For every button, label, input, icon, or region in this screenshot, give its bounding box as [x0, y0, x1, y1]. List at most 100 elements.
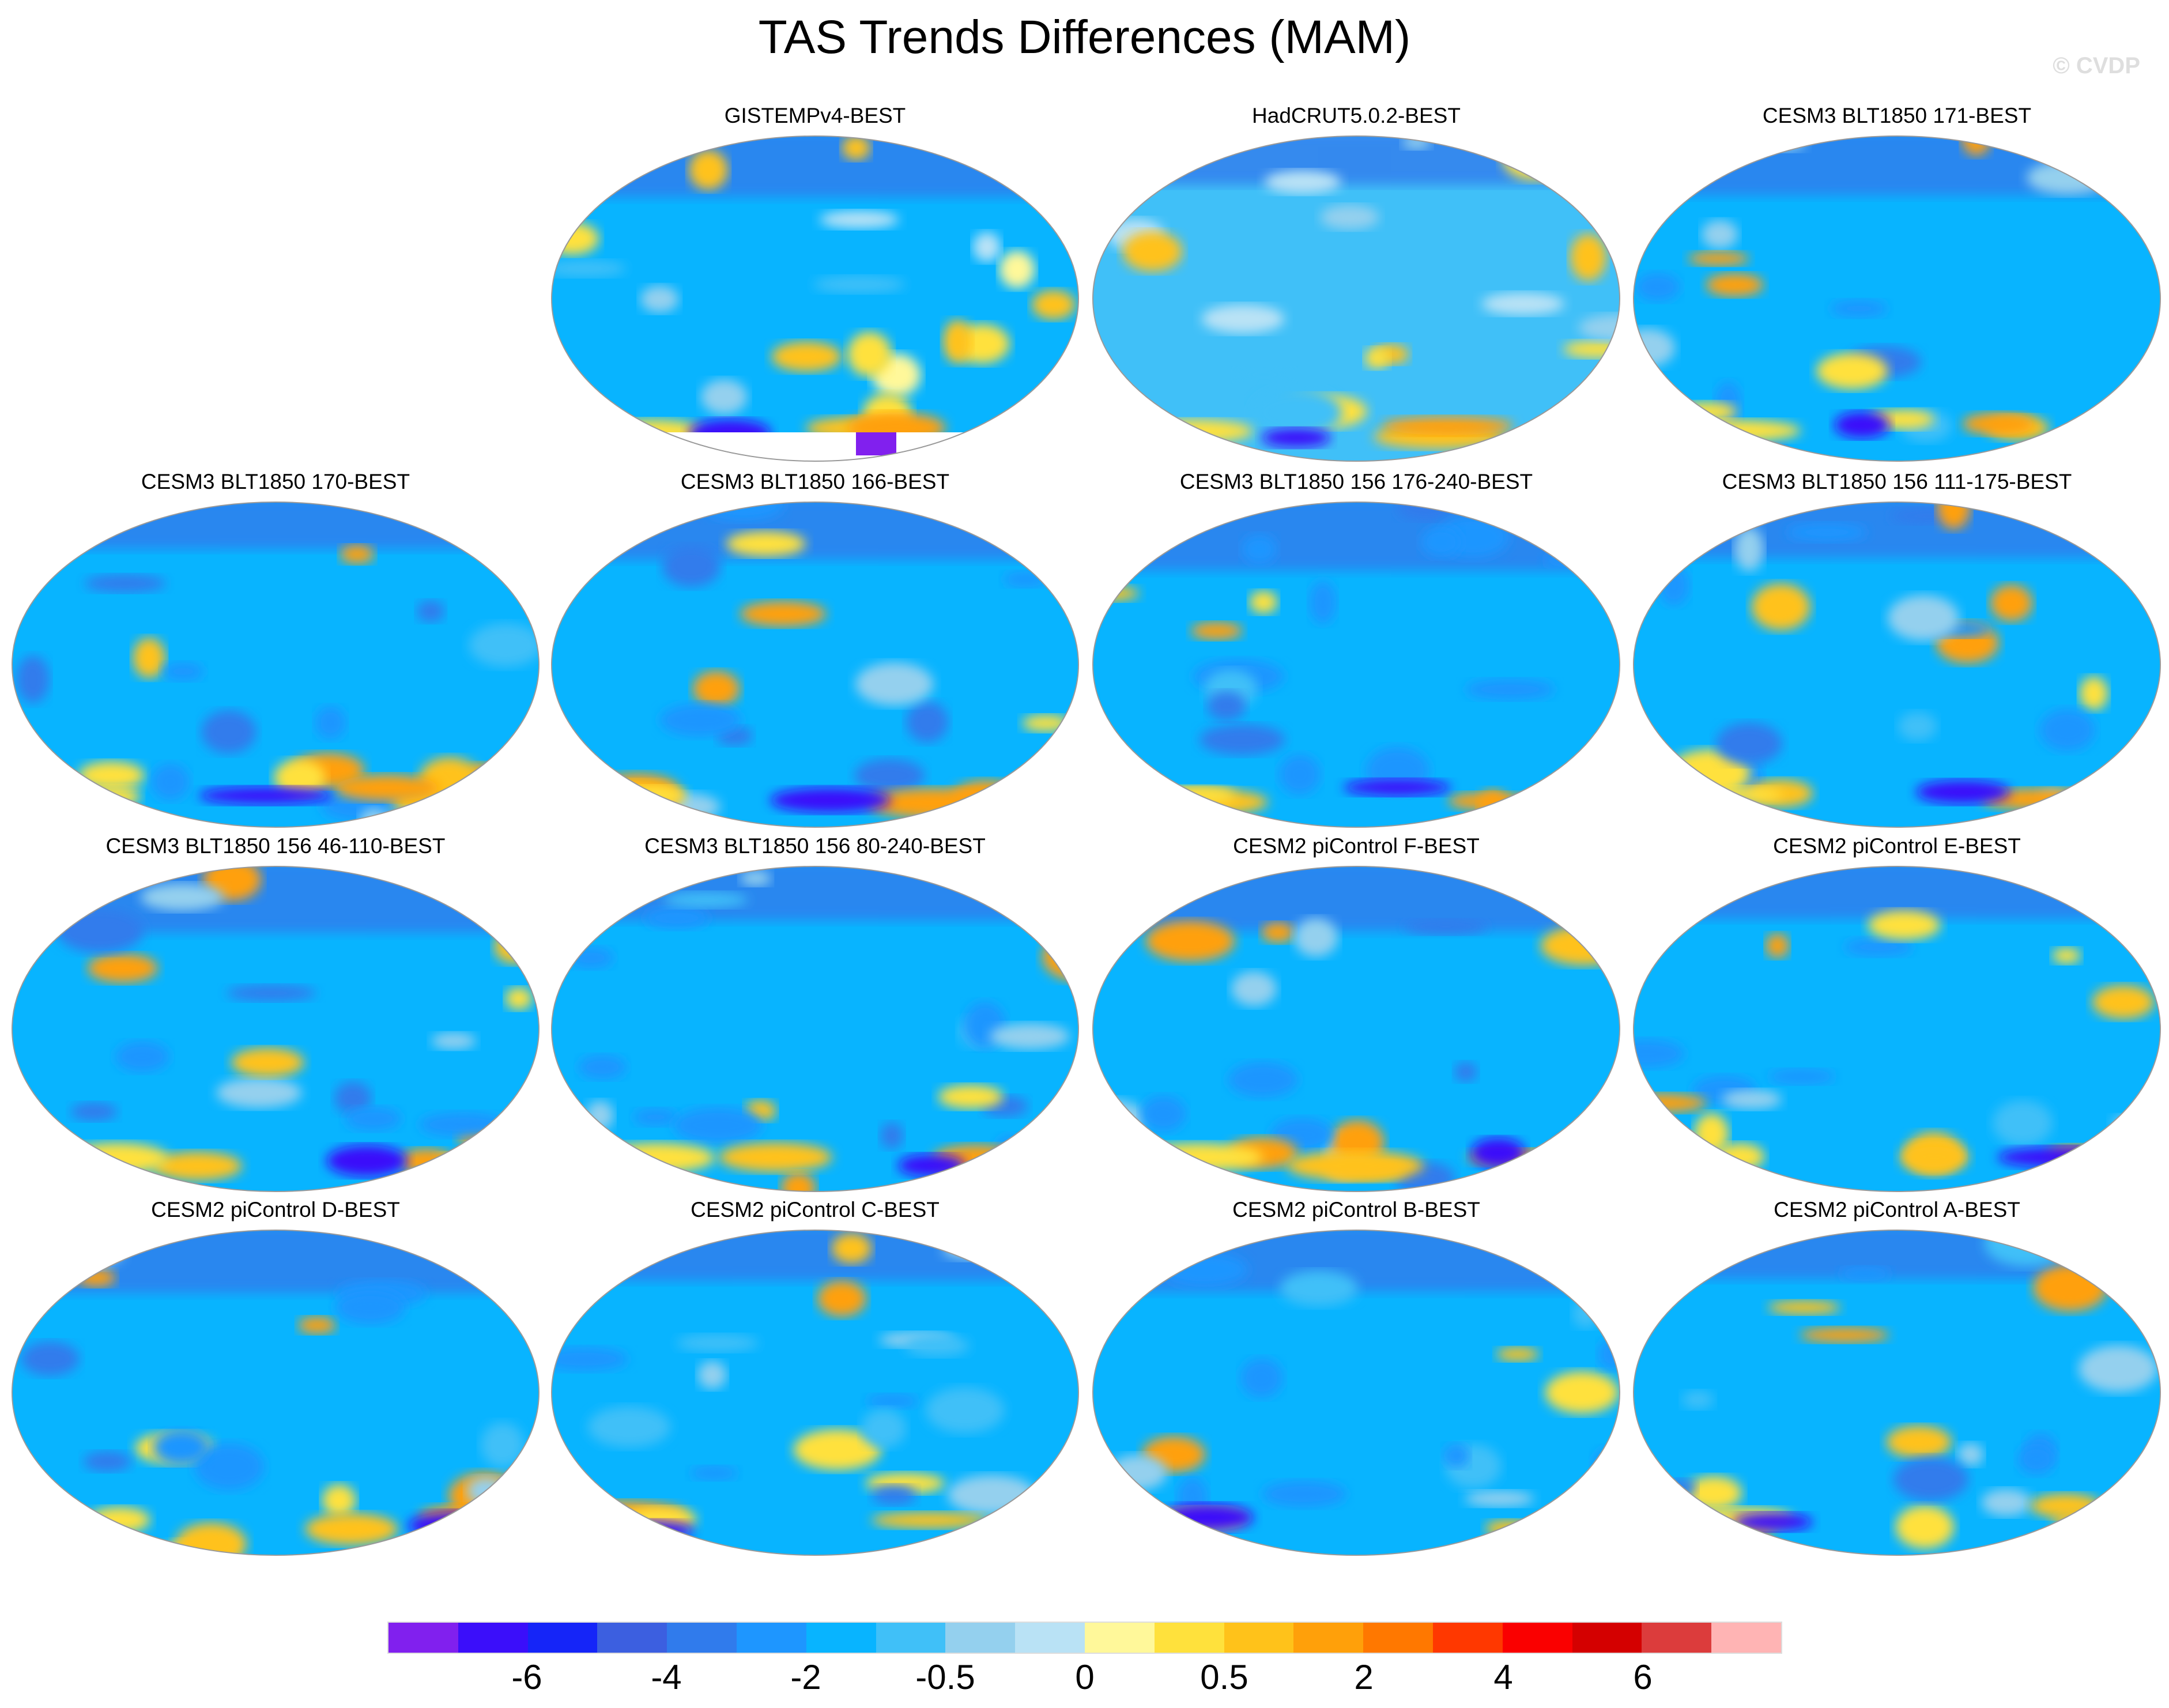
anomaly-region: [2078, 1345, 2158, 1393]
anomaly-region: [1634, 1230, 2160, 1279]
anomaly-region: [1207, 691, 1246, 721]
map: [1092, 135, 1620, 462]
anomaly-region: [771, 341, 842, 372]
anomaly-region: [552, 1480, 576, 1518]
map-outline: [1633, 502, 2161, 828]
anomaly-region: [1262, 428, 1331, 447]
colorbar-swatch-6: [806, 1623, 876, 1653]
anomaly-region: [1786, 523, 1868, 542]
colorbar-label: -6: [511, 1658, 542, 1696]
anomaly-region: [847, 331, 892, 377]
map: [551, 502, 1079, 828]
anomaly-region: [334, 774, 440, 801]
anomaly-region: [872, 1485, 917, 1505]
colorbar: [387, 1622, 1782, 1654]
anomaly-region: [726, 531, 806, 557]
anomaly-region: [947, 1475, 1036, 1515]
panel-title: CESM3 BLT1850 156 80-240-BEST: [644, 834, 986, 858]
map-panel: CESM2 piControl D-BEST: [11, 1198, 540, 1556]
anomaly-region: [655, 813, 707, 827]
anomaly-region: [68, 1520, 119, 1541]
map-outline: [551, 135, 1079, 462]
anomaly-region: [689, 1466, 738, 1480]
missing-data-region: [637, 432, 1000, 461]
anomaly-region: [938, 1084, 1004, 1109]
anomaly-region: [552, 502, 1078, 560]
anomaly-region: [2017, 1443, 2056, 1475]
anomaly-region: [552, 866, 1078, 921]
anomaly-region: [1597, 1271, 1620, 1312]
map-panel: CESM2 piControl A-BEST: [1632, 1198, 2162, 1556]
anomaly-region: [274, 759, 326, 796]
anomaly-region: [587, 1406, 671, 1447]
anomaly-region: [1962, 412, 2035, 435]
anomaly-region: [740, 601, 827, 627]
anomaly-region: [1768, 1300, 1840, 1315]
map: [12, 1230, 540, 1556]
map-panel: CESM3 BLT1850 171-BEST: [1632, 104, 2162, 462]
anomaly-region: [2079, 676, 2108, 711]
anomaly-region: [12, 502, 539, 549]
anomaly-region: [644, 907, 710, 929]
anomaly-region: [1093, 866, 1620, 932]
anomaly-region: [1898, 711, 1937, 741]
anomaly-region: [1253, 389, 1342, 436]
anomaly-region: [1201, 304, 1285, 334]
anomaly-region: [999, 250, 1035, 288]
anomaly-region: [334, 1081, 372, 1115]
anomaly-region: [87, 953, 158, 983]
map: [12, 866, 540, 1192]
panel-title: CESM3 BLT1850 170-BEST: [141, 470, 410, 493]
anomaly-region: [2092, 985, 2155, 1019]
anomaly-region: [689, 149, 728, 190]
map-panel: CESM3 BLT1850 166-BEST: [550, 470, 1080, 828]
anomaly-region: [1552, 155, 1606, 190]
anomaly-region: [1443, 1443, 1470, 1468]
anomaly-region: [84, 574, 167, 593]
anomaly-region: [1420, 526, 1462, 558]
anomaly-region: [481, 1422, 525, 1468]
colorbar-label: -2: [790, 1658, 821, 1696]
anomaly-region: [663, 892, 748, 908]
map-outline: [1092, 502, 1620, 828]
anomaly-region: [1145, 921, 1235, 962]
colorbar-swatch-19: [1711, 1623, 1781, 1653]
anomaly-region: [1634, 160, 1711, 181]
anomaly-region: [1309, 580, 1337, 624]
anomaly-region: [640, 285, 679, 313]
anomaly-region: [599, 1143, 715, 1173]
anomaly-region: [925, 1387, 1005, 1434]
colorbar-swatch-0: [388, 1623, 458, 1653]
anomaly-region: [1022, 714, 1070, 732]
anomaly-region: [1553, 1134, 1586, 1170]
anomaly-region: [1382, 416, 1514, 436]
anomaly-region: [150, 763, 190, 801]
anomaly-region: [1722, 1089, 1782, 1110]
anomaly-region: [1102, 1479, 1137, 1507]
map: [1092, 502, 1620, 828]
colorbar-swatch-18: [1642, 1623, 1712, 1653]
anomaly-region: [226, 985, 317, 1001]
anomaly-region: [781, 1172, 816, 1192]
anomaly-region: [83, 1451, 131, 1472]
map-outline: [1092, 866, 1620, 1192]
anomaly-region: [1957, 1443, 1984, 1466]
map-outline: [1092, 1230, 1620, 1556]
map: [551, 1230, 1079, 1556]
anomaly-region: [1706, 273, 1764, 297]
anomaly-region: [201, 710, 256, 754]
anomaly-region: [140, 883, 224, 911]
anomaly-region: [673, 1107, 763, 1144]
anomaly-region: [88, 786, 141, 807]
anomaly-region: [2052, 1510, 2125, 1529]
anomaly-region: [855, 662, 934, 706]
anomaly-region: [1242, 534, 1277, 565]
anomaly-region: [1990, 585, 2032, 621]
anomaly-region: [231, 1047, 304, 1077]
anomaly-region: [344, 1106, 402, 1131]
anomaly-region: [697, 1360, 727, 1389]
anomaly-region: [1465, 678, 1555, 700]
anomaly-region: [831, 1233, 872, 1264]
map-panel: CESM2 piControl F-BEST: [1092, 834, 1621, 1192]
panel-title: CESM3 BLT1850 156 176-240-BEST: [1179, 470, 1533, 493]
